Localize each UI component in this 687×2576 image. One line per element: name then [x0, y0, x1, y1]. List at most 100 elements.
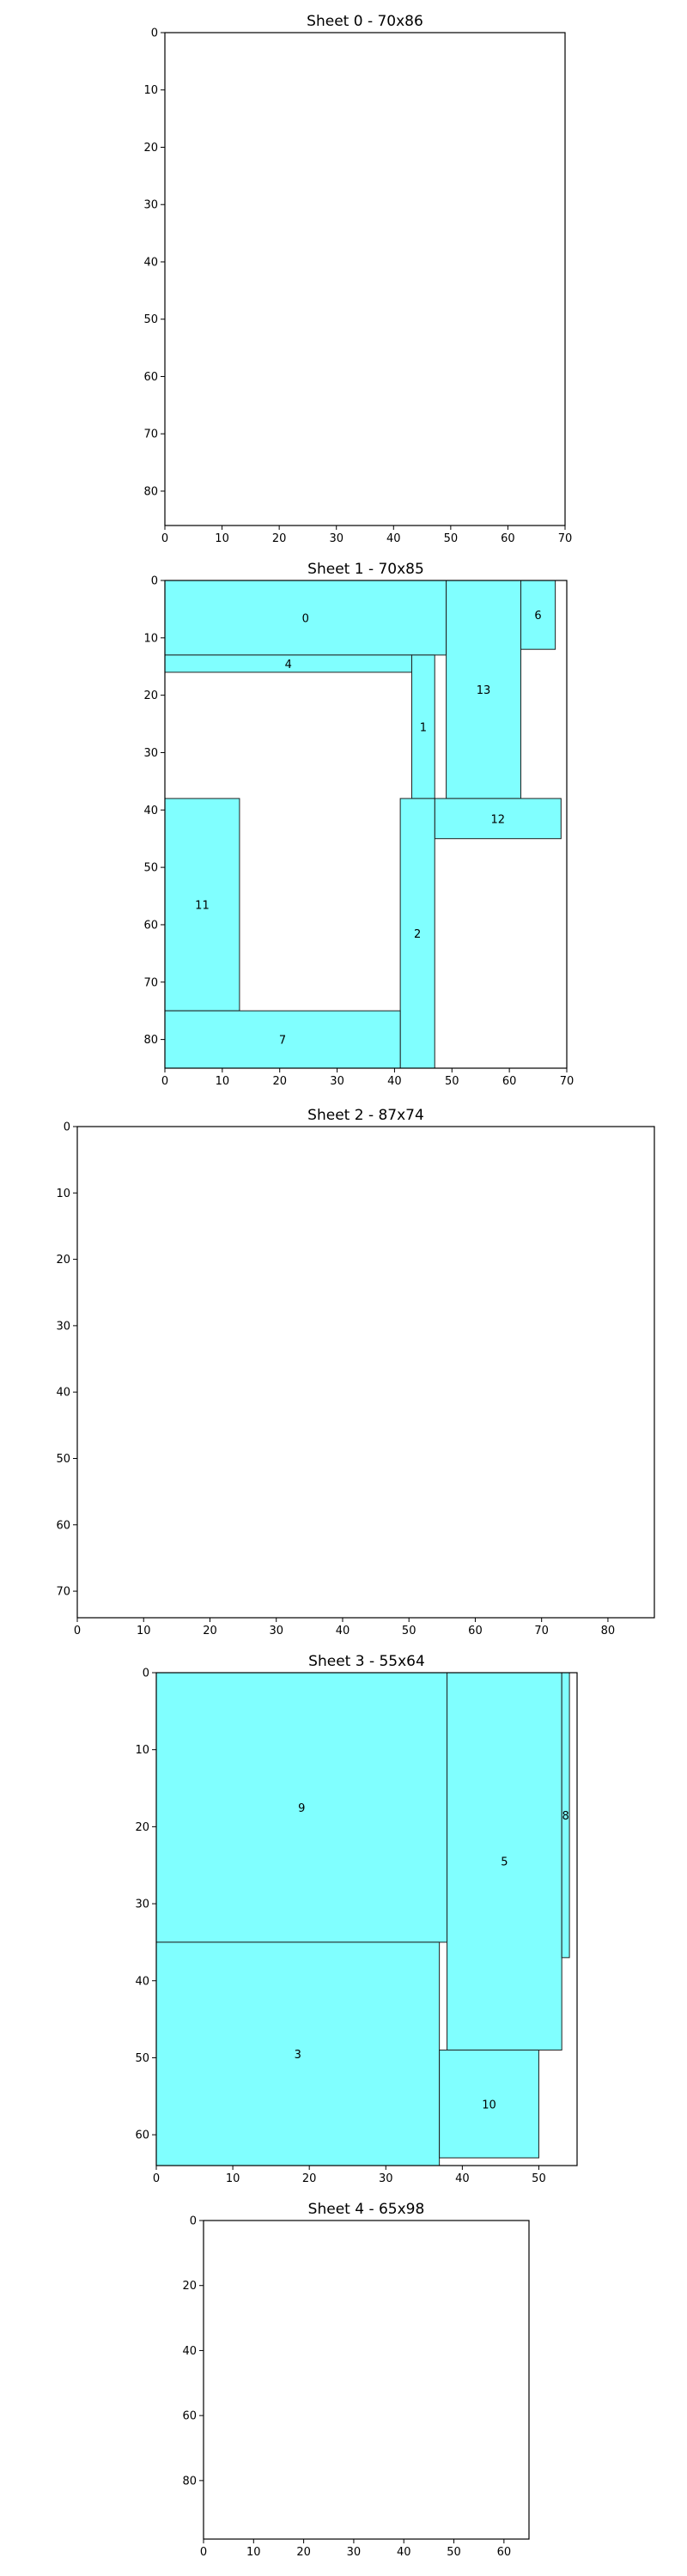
- y-tick-label: 70: [143, 976, 158, 989]
- y-tick-label: 10: [143, 84, 158, 97]
- sheet-panel-2: Sheet 2 - 87x74 0 10 20 30 40 50 60 70 80 0 10 20 30…: [56, 1107, 655, 1637]
- y-tick-label: 20: [143, 690, 158, 702]
- y-tick-label: 20: [135, 1821, 149, 1834]
- sheet-panel-3: Sheet 3 - 55x64 9 5 8 3 10 0 10 20 30 40 50 0 10 20 30…: [135, 1653, 578, 2185]
- y-tick-label: 20: [56, 1254, 70, 1267]
- y-tick-label: 60: [56, 1519, 70, 1532]
- axes-frame: [76, 1126, 655, 1619]
- piece-label-1: 1: [420, 721, 427, 734]
- x-tick-label: 0: [200, 2546, 207, 2559]
- piece-label-3: 3: [295, 2049, 301, 2062]
- x-tick-label: 10: [137, 1625, 151, 1637]
- y-tick-label: 0: [151, 27, 158, 40]
- axes-frame: [203, 2220, 530, 2540]
- piece-label-5: 5: [501, 1856, 508, 1869]
- piece-rect-0: [164, 580, 447, 656]
- x-tick-label: 70: [558, 532, 573, 545]
- y-tick-label: 30: [56, 1320, 70, 1333]
- sheet-title: Sheet 2 - 87x74: [307, 1107, 424, 1124]
- y-tick-label: 0: [190, 2215, 197, 2228]
- x-tick-label: 40: [336, 1625, 350, 1637]
- x-tick-label: 40: [455, 2172, 470, 2185]
- piece-label-0: 0: [302, 612, 309, 625]
- y-tick-label: 80: [143, 485, 158, 498]
- y-tick-label: 60: [182, 2410, 197, 2423]
- piece-label-12: 12: [490, 813, 505, 826]
- y-tick-label: 50: [143, 313, 158, 326]
- x-tick-label: 0: [161, 532, 168, 545]
- y-tick-label: 50: [135, 2052, 149, 2065]
- x-tick-label: 30: [347, 2546, 362, 2559]
- piece-rect-9: [155, 1672, 448, 1943]
- x-tick-label: 0: [161, 1075, 168, 1088]
- x-tick-label: 30: [379, 2172, 393, 2185]
- piece-rect-12: [434, 798, 562, 840]
- piece-rect-5: [447, 1672, 562, 2050]
- x-tick-label: 80: [601, 1625, 616, 1637]
- y-tick-label: 40: [56, 1387, 70, 1400]
- x-tick-label: 60: [468, 1625, 483, 1637]
- piece-rect-1: [410, 654, 435, 799]
- x-tick-label: 60: [502, 1075, 517, 1088]
- x-tick-label: 10: [215, 532, 229, 545]
- y-tick-label: 30: [143, 199, 158, 212]
- x-tick-label: 10: [246, 2546, 261, 2559]
- x-tick-label: 20: [296, 2546, 311, 2559]
- x-tick-label: 20: [302, 2172, 317, 2185]
- y-tick-label: 60: [143, 919, 158, 932]
- piece-label-6: 6: [534, 610, 541, 623]
- y-tick-label: 40: [143, 256, 158, 269]
- axes-frame: [164, 32, 566, 526]
- sheet-title: Sheet 0 - 70x86: [307, 13, 423, 30]
- piece-label-13: 13: [477, 684, 491, 697]
- piece-label-7: 7: [279, 1035, 286, 1048]
- y-tick-label: 40: [143, 805, 158, 817]
- sheet-title: Sheet 1 - 70x85: [307, 561, 424, 578]
- sheet-title: Sheet 4 - 65x98: [308, 2201, 425, 2218]
- x-tick-label: 0: [153, 2172, 160, 2185]
- piece-label-2: 2: [414, 928, 421, 941]
- piece-label-8: 8: [562, 1810, 568, 1823]
- y-tick-label: 60: [143, 371, 158, 384]
- x-tick-label: 40: [397, 2546, 411, 2559]
- piece-label-10: 10: [482, 2099, 496, 2111]
- piece-label-11: 11: [195, 900, 210, 913]
- y-tick-label: 10: [56, 1188, 70, 1200]
- y-tick-label: 60: [135, 2129, 149, 2142]
- y-tick-label: 30: [135, 1899, 149, 1911]
- x-tick-label: 0: [74, 1625, 81, 1637]
- y-tick-label: 70: [143, 428, 158, 441]
- x-tick-label: 20: [272, 532, 287, 545]
- piece-label-9: 9: [298, 1802, 305, 1815]
- y-tick-label: 80: [143, 1034, 158, 1047]
- x-tick-label: 20: [203, 1625, 217, 1637]
- sheet-title: Sheet 3 - 55x64: [308, 1653, 425, 1670]
- x-tick-label: 50: [444, 532, 459, 545]
- sheet-panel-0: Sheet 0 - 70x86 0 10 20 30 40 50 60 70 0 10 20 30 40…: [143, 13, 572, 545]
- y-tick-label: 80: [182, 2475, 197, 2488]
- x-tick-label: 20: [272, 1075, 287, 1088]
- y-tick-label: 50: [143, 862, 158, 875]
- x-tick-label: 40: [386, 532, 401, 545]
- axes-frame: [155, 1672, 578, 2166]
- y-tick-label: 30: [143, 747, 158, 760]
- y-tick-label: 70: [56, 1586, 70, 1599]
- x-tick-label: 30: [330, 1075, 344, 1088]
- sheet-panel-4: Sheet 4 - 65x98 0 10 20 30 40 50 60 0 20 40 60 80: [182, 2201, 530, 2559]
- x-tick-label: 60: [497, 2546, 512, 2559]
- x-tick-label: 30: [329, 532, 344, 545]
- y-tick-label: 20: [182, 2280, 197, 2293]
- y-tick-label: 0: [151, 575, 158, 588]
- x-tick-label: 40: [387, 1075, 402, 1088]
- x-tick-label: 10: [216, 1075, 230, 1088]
- y-tick-label: 40: [182, 2345, 197, 2358]
- x-tick-label: 10: [226, 2172, 240, 2185]
- y-tick-label: 10: [135, 1744, 149, 1757]
- x-tick-label: 70: [560, 1075, 575, 1088]
- piece-rect-6: [520, 580, 556, 650]
- x-tick-label: 50: [532, 2172, 546, 2185]
- axes-frame: [164, 580, 568, 1069]
- y-tick-label: 20: [143, 142, 158, 155]
